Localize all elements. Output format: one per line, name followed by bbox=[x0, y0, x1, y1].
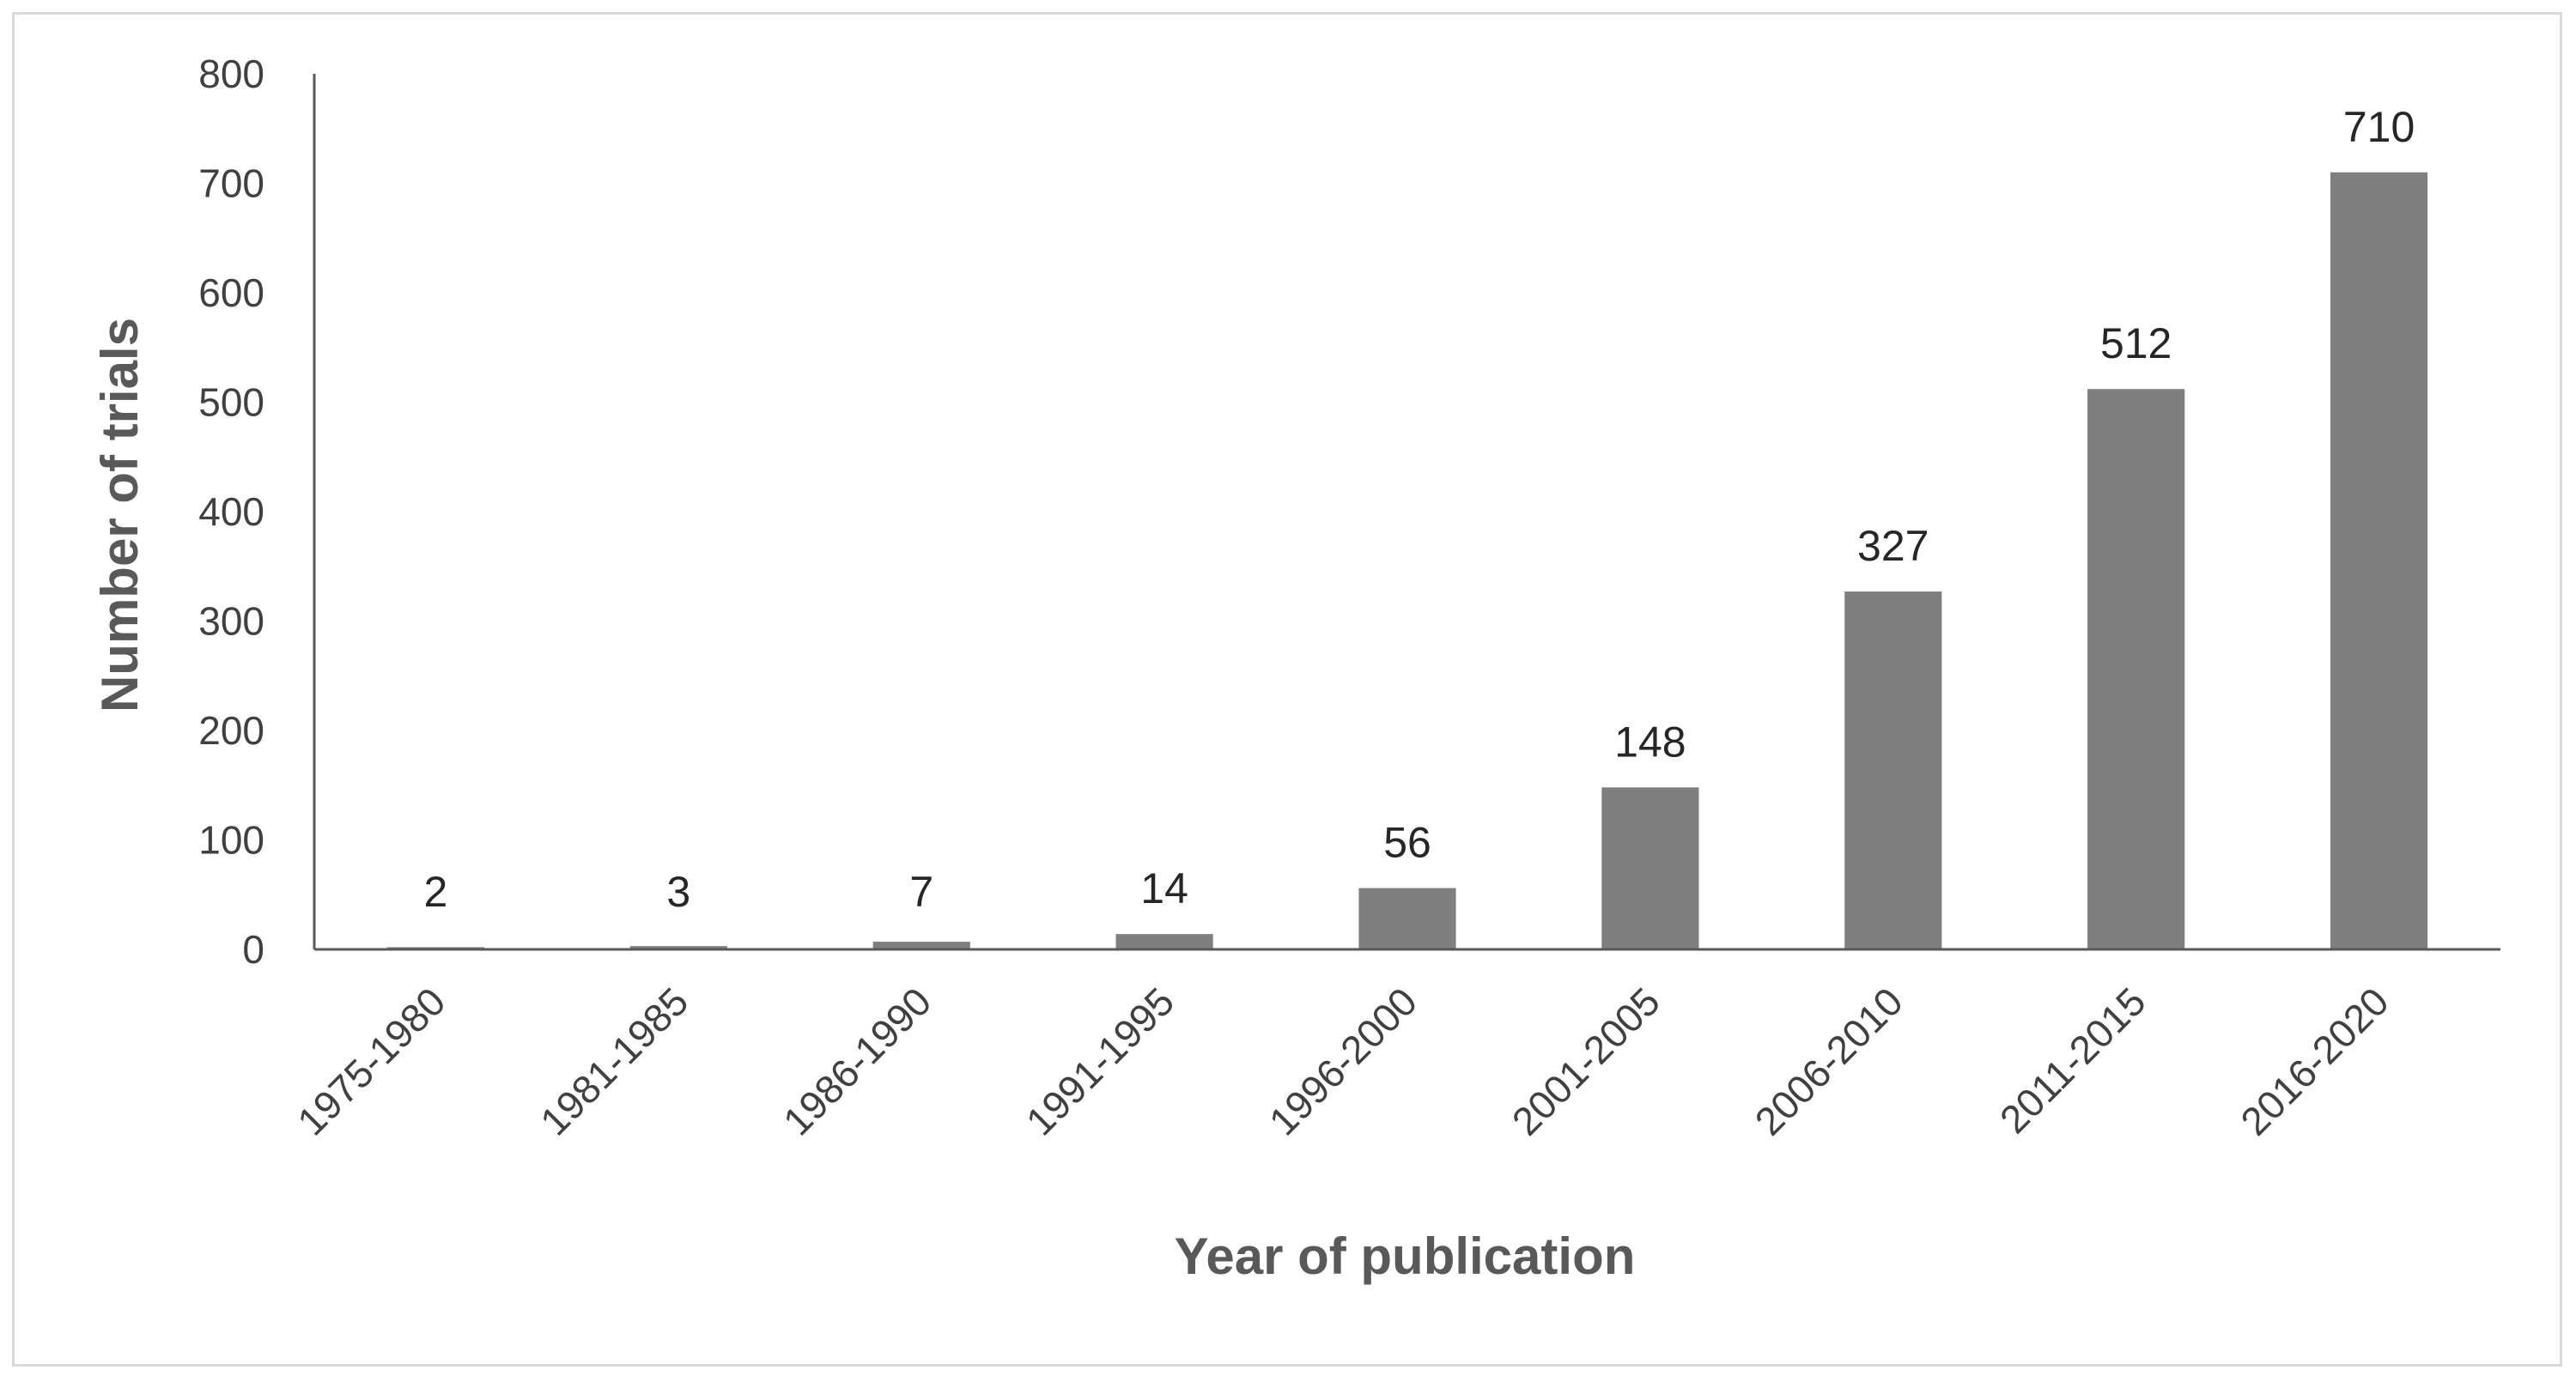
y-tick-label: 800 bbox=[198, 52, 264, 96]
bar bbox=[1601, 787, 1699, 949]
bar bbox=[2087, 389, 2185, 949]
x-tick-label: 2006-2010 bbox=[1747, 979, 1911, 1143]
data-label: 148 bbox=[1614, 718, 1686, 766]
y-tick-label: 0 bbox=[242, 927, 264, 972]
x-tick-label: 2011-2015 bbox=[1991, 979, 2154, 1142]
y-tick-label: 100 bbox=[198, 818, 264, 863]
bar bbox=[1358, 888, 1456, 949]
data-label: 3 bbox=[666, 868, 690, 916]
bars bbox=[386, 172, 2428, 949]
y-tick-label: 500 bbox=[198, 380, 264, 425]
bar bbox=[1115, 934, 1213, 949]
y-tick-label: 700 bbox=[198, 161, 264, 206]
data-label: 512 bbox=[2100, 319, 2172, 367]
x-tick-label: 2016-2020 bbox=[2232, 979, 2397, 1143]
bar bbox=[1844, 591, 1942, 949]
x-axis-title: Year of publication bbox=[1175, 1227, 1636, 1285]
data-label: 7 bbox=[909, 868, 933, 916]
y-axis-title: Number of trials bbox=[91, 318, 149, 712]
data-label: 2 bbox=[424, 868, 448, 916]
x-tick-label: 1996-2000 bbox=[1261, 979, 1425, 1143]
x-tick-label: 2001-2005 bbox=[1504, 979, 1668, 1143]
bar bbox=[2330, 172, 2428, 949]
x-tick-label: 1986-1990 bbox=[775, 979, 939, 1143]
data-label: 710 bbox=[2343, 103, 2415, 151]
y-axis-ticks: 0 100 200 300 400 500 600 700 800 bbox=[198, 52, 264, 972]
bar bbox=[872, 942, 970, 949]
x-tick-label: 1975-1980 bbox=[289, 979, 453, 1143]
x-axis-ticks: 1975-1980 1981-1985 1986-1990 1991-1995 1996… bbox=[289, 979, 2397, 1143]
y-tick-label: 400 bbox=[198, 489, 264, 534]
x-tick-label: 1991-1995 bbox=[1018, 979, 1182, 1143]
y-tick-label: 600 bbox=[198, 270, 264, 315]
y-tick-label: 300 bbox=[198, 599, 264, 644]
data-labels: 2 3 7 14 56 148 327 512 710 bbox=[424, 103, 2415, 916]
data-label: 56 bbox=[1383, 819, 1431, 867]
data-label: 327 bbox=[1857, 522, 1929, 570]
x-tick-label: 1981-1985 bbox=[532, 979, 696, 1143]
bar bbox=[629, 946, 727, 949]
y-tick-label: 200 bbox=[198, 708, 264, 753]
data-label: 14 bbox=[1140, 864, 1188, 912]
